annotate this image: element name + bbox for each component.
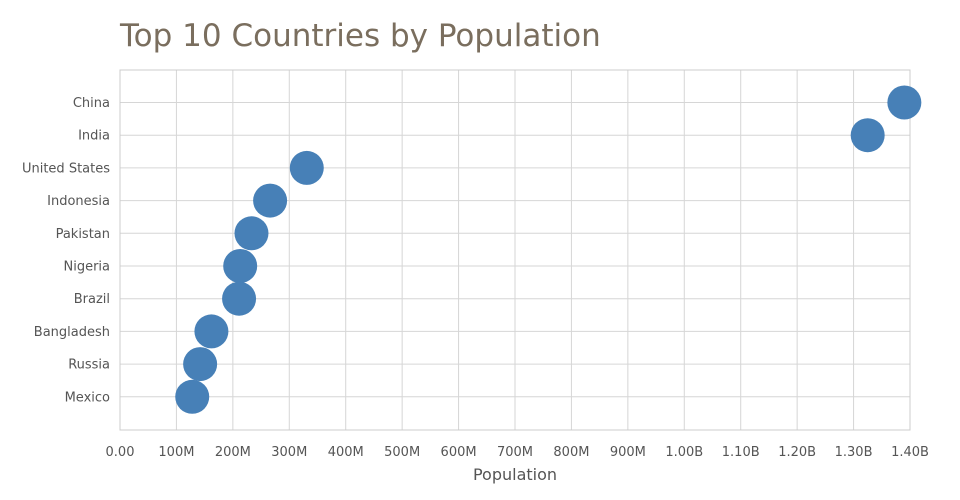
x-tick-label: 100M bbox=[158, 445, 194, 460]
plot-frame bbox=[119, 69, 911, 431]
data-point bbox=[194, 314, 229, 349]
x-axis-labels: 0.00 100M 200M 300M 400M 500M 600M 700M 800M 900M… bbox=[106, 445, 929, 460]
data-point bbox=[175, 379, 210, 414]
y-tick-label: China bbox=[73, 96, 110, 111]
data-point bbox=[223, 249, 258, 283]
x-tick-label: 900M bbox=[610, 445, 646, 460]
x-tick-label: 700M bbox=[497, 445, 533, 460]
y-tick-label: India bbox=[78, 129, 110, 144]
data-point bbox=[887, 85, 922, 120]
data-point bbox=[289, 150, 324, 185]
y-tick-label: Mexico bbox=[65, 390, 110, 405]
y-tick-label: Nigeria bbox=[63, 260, 110, 275]
x-tick-label: 300M bbox=[271, 445, 307, 460]
x-axis-title: Population bbox=[473, 465, 557, 484]
x-tick-label: 500M bbox=[384, 445, 420, 460]
data-point bbox=[234, 216, 269, 251]
x-tick-label: 800M bbox=[553, 445, 589, 460]
x-tick-label: 1.10B bbox=[722, 445, 760, 460]
data-point bbox=[222, 281, 257, 316]
y-tick-label: Indonesia bbox=[47, 194, 110, 209]
data-points bbox=[175, 85, 922, 414]
y-axis-labels: China India United States Indonesia Pakistan… bbox=[22, 96, 110, 405]
grid-lines bbox=[119, 70, 911, 430]
y-tick-label: United States bbox=[22, 161, 110, 176]
x-tick-label: 1.00B bbox=[665, 445, 703, 460]
x-tick-label: 1.30B bbox=[835, 445, 873, 460]
x-tick-label: 600M bbox=[441, 445, 477, 460]
x-tick-label: 1.40B bbox=[891, 445, 929, 460]
data-point bbox=[850, 118, 885, 153]
x-tick-label: 200M bbox=[215, 445, 251, 460]
y-tick-label: Russia bbox=[68, 358, 110, 373]
x-tick-label: 1.20B bbox=[778, 445, 816, 460]
x-tick-label: 0.00 bbox=[106, 445, 135, 460]
data-point bbox=[253, 183, 288, 218]
chart-title: Top 10 Countries by Population bbox=[120, 18, 601, 54]
y-tick-label: Brazil bbox=[74, 292, 110, 307]
x-tick-label: 400M bbox=[328, 445, 364, 460]
data-point bbox=[183, 347, 218, 382]
y-tick-label: Pakistan bbox=[56, 227, 110, 242]
y-tick-label: Bangladesh bbox=[34, 325, 110, 340]
